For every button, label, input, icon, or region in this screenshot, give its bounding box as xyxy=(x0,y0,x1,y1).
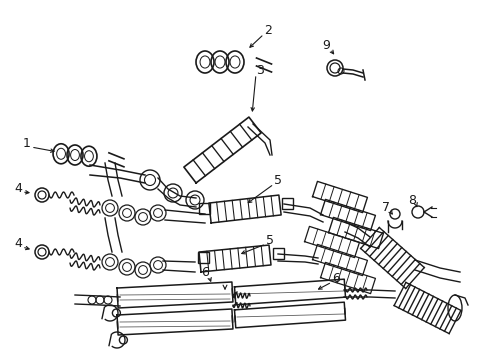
Text: 5: 5 xyxy=(273,174,282,186)
Text: 7: 7 xyxy=(381,201,389,213)
Text: 6: 6 xyxy=(201,266,208,279)
Text: 3: 3 xyxy=(256,63,264,77)
Text: 2: 2 xyxy=(264,23,271,36)
Bar xyxy=(198,202,209,213)
Text: 9: 9 xyxy=(322,39,329,51)
Text: 4: 4 xyxy=(14,181,22,194)
Text: 6: 6 xyxy=(331,271,339,284)
Text: 1: 1 xyxy=(23,136,31,149)
Text: 4: 4 xyxy=(14,237,22,249)
Bar xyxy=(272,248,283,258)
Text: 8: 8 xyxy=(407,194,415,207)
Bar xyxy=(281,198,292,208)
Bar xyxy=(197,252,208,262)
Text: 5: 5 xyxy=(265,234,273,247)
